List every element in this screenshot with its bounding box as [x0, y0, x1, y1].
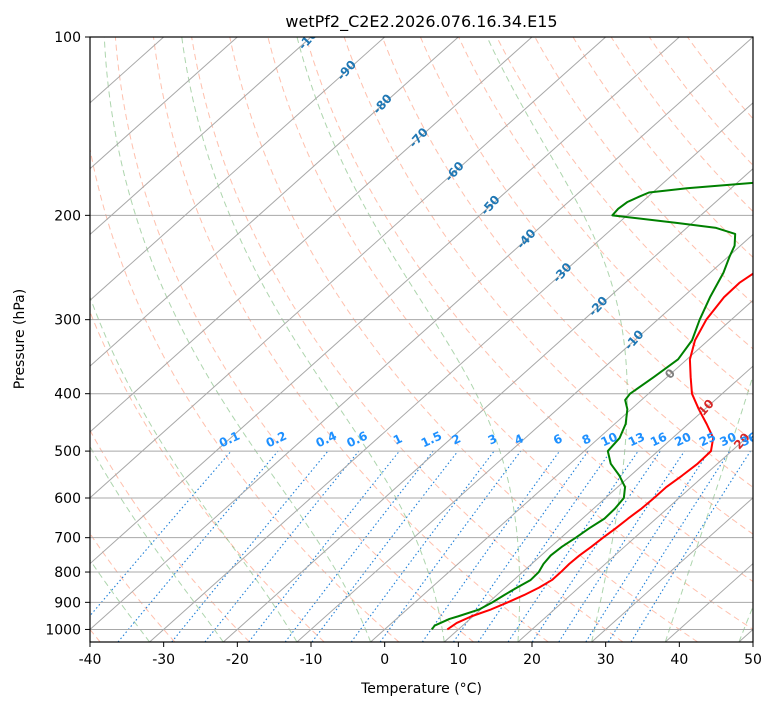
x-axis: -40 -30 -20 -10 0 10 20 30 40 50: [79, 642, 762, 668]
isotherm-line: [296, 233, 753, 642]
mixing-ratio-line: [453, 450, 589, 642]
plot-frame: [89, 36, 754, 643]
dry-adiabat: [114, 37, 474, 642]
x-tick-label: 50: [744, 652, 762, 668]
mixing-ratio-line: [311, 450, 459, 642]
mixing-ratio-line: [379, 450, 522, 642]
y-tick-label: 900: [54, 595, 81, 611]
isotherm-line: [443, 365, 753, 642]
mixing-ratio-line: [284, 450, 434, 642]
mixing-ratio-line: [204, 450, 360, 642]
mixing-ratio-label: 25: [697, 430, 718, 450]
x-tick-label: -20: [226, 652, 249, 668]
mixing-ratio-label: 10: [599, 430, 620, 450]
mixing-ratio-line: [171, 450, 329, 642]
isotherm-line: [370, 299, 753, 642]
isotherm-line: [90, 37, 312, 236]
dry-adiabat: [496, 37, 753, 350]
x-tick-label: 20: [523, 652, 541, 668]
x-tick-label: -40: [79, 652, 102, 668]
y-tick-label: 300: [54, 313, 81, 329]
dry-adiabat: [381, 37, 753, 488]
dewpoint-line: [431, 181, 753, 631]
x-axis-label: Temperature (°C): [360, 681, 482, 697]
moist-adiabat: [90, 559, 151, 642]
isotherm-line: [90, 37, 459, 367]
dry-adiabat: [343, 37, 753, 535]
y-tick-label: 400: [54, 387, 81, 403]
dry-adiabat: [305, 37, 753, 583]
isotherm-line: [90, 37, 680, 565]
moist-adiabat: [296, 37, 521, 642]
isotherm-label: 30: [767, 464, 775, 486]
mixing-ratio-label: 30: [718, 430, 739, 450]
temperature-line: [446, 272, 753, 631]
mixing-ratio-label: 20: [672, 430, 693, 450]
dry-adiabat: [572, 37, 753, 259]
dry-adiabat: [90, 146, 400, 642]
isotherm-line: [90, 37, 385, 301]
mixing-ratio-line: [585, 450, 710, 642]
moist-adiabat: [486, 37, 628, 642]
y-tick-label: 800: [54, 565, 81, 581]
moist-adiabat: [90, 445, 224, 642]
isotherm-line: [591, 497, 753, 642]
grid: [90, 37, 753, 642]
isotherm-line: [149, 102, 753, 642]
mixing-ratio-label: 16: [648, 430, 669, 450]
dry-adiabat: [191, 37, 624, 642]
x-tick-label: -30: [152, 652, 175, 668]
x-tick-label: 30: [597, 652, 615, 668]
y-axis-label: Pressure (hPa): [12, 289, 28, 389]
y-tick-label: 500: [54, 444, 81, 460]
x-tick-label: -10: [300, 652, 323, 668]
mixing-ratio-label: 13: [626, 430, 647, 450]
isotherm-line: [90, 37, 533, 433]
y-axis: 100 200 300 400 500 600 700 800 900 1000: [45, 30, 90, 638]
y-tick-label: 1000: [45, 622, 81, 638]
dry-adiabat: [152, 37, 549, 642]
moist-adiabat: [664, 374, 753, 642]
profiles: [431, 181, 753, 631]
chart-title: wetPf2_C2E2.2026.076.16.34.E15: [285, 12, 557, 32]
isotherm-line: [90, 37, 753, 631]
mixing-ratio-line: [248, 450, 400, 642]
dry-adiabat: [267, 37, 753, 631]
moist-adiabat: [181, 37, 445, 642]
x-tick-label: 40: [670, 652, 688, 668]
y-tick-label: 100: [54, 30, 81, 46]
x-tick-label: 0: [380, 652, 389, 668]
mixing-ratio-line: [507, 450, 639, 642]
x-tick-label: 10: [449, 652, 467, 668]
isotherm-line: [222, 167, 753, 642]
isotherm-line: [517, 431, 753, 642]
mixing-ratio-line: [90, 450, 232, 617]
mixing-ratio-line: [630, 450, 751, 642]
background-lines: [90, 37, 753, 642]
y-tick-label: 200: [54, 208, 81, 224]
mixing-ratio-line: [421, 450, 561, 642]
isotherm-line: [90, 37, 606, 499]
dry-adiabat: [90, 429, 250, 642]
isotherm-line: [90, 37, 238, 170]
y-tick-label: 600: [54, 491, 81, 507]
mixing-ratio-line: [477, 450, 612, 642]
y-tick-label: 700: [54, 531, 81, 547]
mixing-ratio-line: [117, 450, 279, 642]
mixing-ratio-label: 36: [738, 430, 759, 450]
